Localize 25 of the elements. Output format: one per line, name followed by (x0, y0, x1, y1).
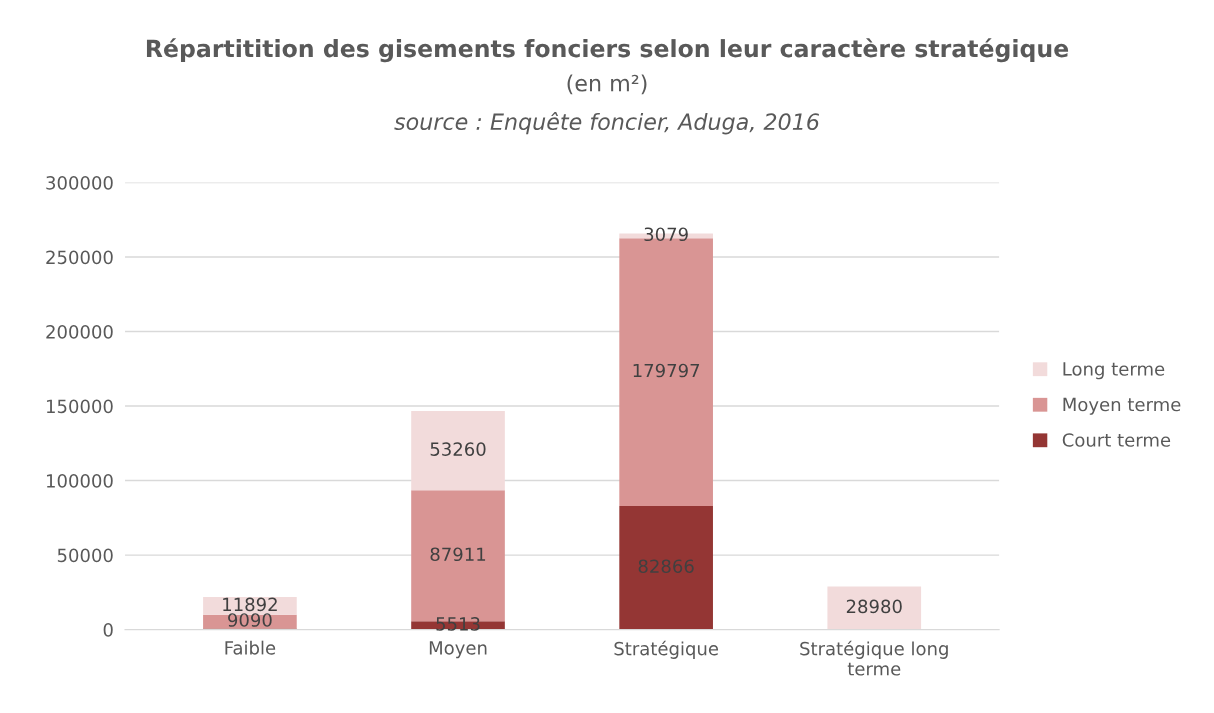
x-tick-label: Stratégique long terme (800, 640, 948, 676)
chart-subtitle: (en m²) (567, 74, 647, 95)
legend-label: Moyen terme (1063, 397, 1181, 415)
y-tick-label: 150000 (46, 399, 113, 414)
y-tick-label: 100000 (46, 474, 113, 488)
y-tick-label: 250000 (46, 250, 113, 265)
data-label: 87911 (430, 547, 486, 562)
legend-label: Long terme (1063, 362, 1165, 380)
y-tick-label: 0 (103, 623, 113, 637)
legend-label: Court terme (1062, 433, 1171, 447)
data-label: 3079 (644, 227, 688, 242)
data-label: 28980 (846, 599, 902, 614)
y-tick-label: 300000 (46, 175, 113, 190)
data-label: 53260 (430, 442, 486, 456)
data-label: 82866 (638, 559, 694, 574)
x-tick-label: Stratégique (614, 640, 719, 659)
chart-title: Répartitition des gisements fonciers selon leur caractère stratégique (146, 38, 1069, 63)
x-tick-label: Moyen (429, 641, 487, 659)
source-note: source : Enquête foncier, Aduga, 2016 (394, 111, 819, 135)
data-label: 179797 (633, 363, 700, 378)
y-tick-label: 200000 (46, 325, 113, 339)
y-tick-label: 50000 (57, 548, 113, 563)
data-label: 9090 (228, 613, 272, 627)
data-label: 11892 (223, 597, 277, 612)
x-tick-label: Faible (225, 640, 276, 655)
